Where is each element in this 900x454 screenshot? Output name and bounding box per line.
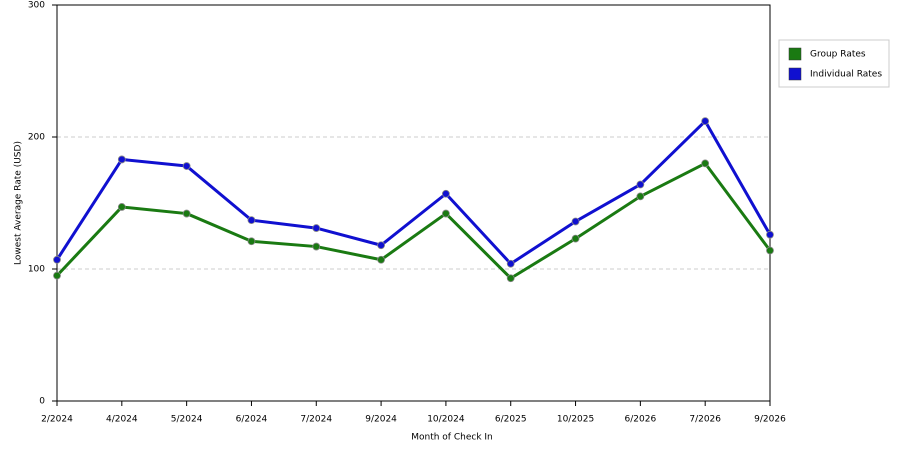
y-tick-label: 300 [28, 1, 45, 11]
legend-swatch [788, 67, 802, 81]
data-point [182, 209, 191, 218]
data-point [571, 217, 580, 226]
y-tick-label: 0 [39, 397, 45, 407]
data-point [701, 159, 710, 168]
data-point [182, 162, 191, 170]
x-tick-label: 7/2026 [689, 415, 721, 425]
data-point [53, 255, 61, 264]
data-point [247, 216, 256, 225]
data-point [442, 209, 450, 218]
x-tick-label: 9/2024 [365, 415, 397, 425]
series-line [55, 119, 772, 266]
data-point [506, 259, 515, 268]
series-line [55, 161, 772, 280]
y-tick-label: 100 [28, 265, 45, 275]
data-point [701, 117, 710, 126]
x-tick-label: 6/2025 [495, 415, 527, 425]
data-point [312, 242, 321, 251]
data-point [506, 274, 515, 283]
data-point [636, 180, 645, 189]
x-tick-label: 6/2024 [236, 415, 268, 425]
x-tick-label: 9/2026 [754, 415, 786, 425]
x-tick-label: 7/2024 [300, 415, 332, 425]
x-tick-label: 5/2024 [171, 415, 203, 425]
y-axis-title: Lowest Average Rate (USD) [14, 141, 24, 265]
data-point [312, 224, 321, 232]
data-point [247, 237, 256, 246]
data-point [53, 271, 61, 280]
data-point [377, 255, 385, 264]
x-tick-label: 10/2025 [557, 415, 594, 425]
data-point [377, 241, 385, 250]
data-point [766, 230, 774, 239]
data-point [117, 155, 126, 164]
data-point [636, 192, 645, 201]
data-point [571, 234, 580, 243]
legend-label: Group Rates [810, 50, 866, 60]
x-tick-label: 4/2024 [106, 415, 138, 425]
plot-frame [56, 4, 771, 402]
data-point [766, 246, 774, 255]
data-point [442, 189, 450, 198]
x-axis-title: Month of Check In [411, 433, 493, 443]
x-tick-label: 2/2024 [41, 415, 73, 425]
x-tick-label: 6/2026 [625, 415, 657, 425]
legend-label: Individual Rates [810, 70, 882, 80]
x-tick-label: 10/2024 [427, 415, 465, 425]
legend-swatch [788, 47, 802, 61]
y-tick-label: 200 [28, 133, 45, 143]
data-point [117, 203, 126, 211]
